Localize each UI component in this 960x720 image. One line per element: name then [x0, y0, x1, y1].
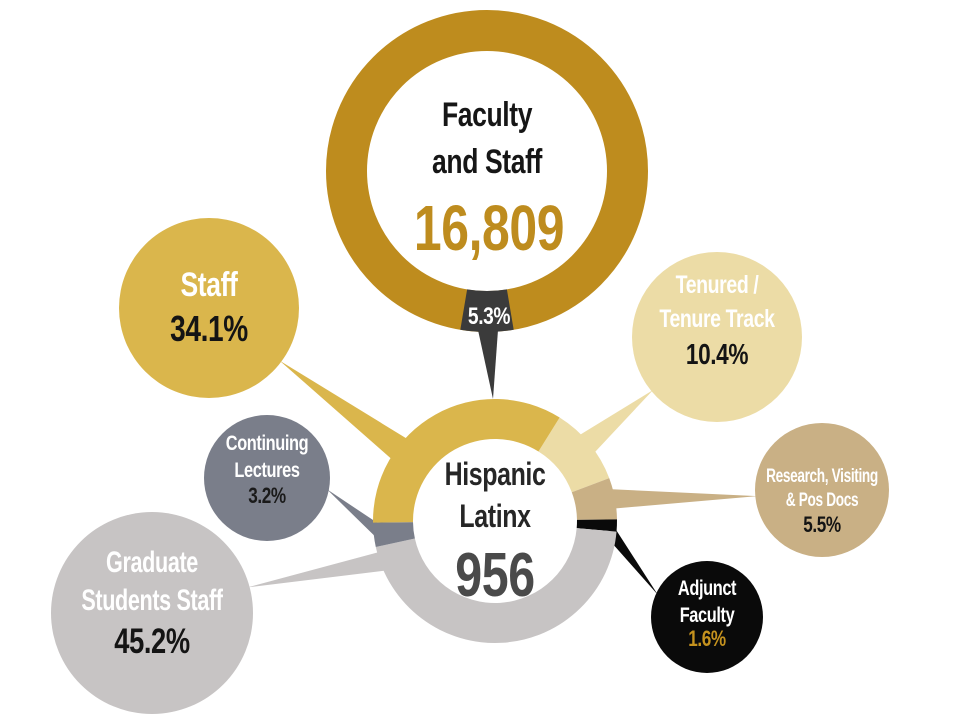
connector-beams [247, 360, 758, 595]
tenured-label-line2: Tenure Track [659, 305, 775, 333]
staff-label-line1: Staff [181, 266, 239, 304]
staff-pct-label: 34.1% [170, 309, 248, 349]
continuing-label-line2: Lectures [234, 458, 299, 481]
bubble-graduate [51, 512, 253, 714]
continuing-label-line1: Continuing [226, 431, 309, 454]
connector-research [606, 489, 758, 509]
connector-continuing [326, 489, 381, 543]
connector-graduate [247, 551, 390, 588]
connector-adjunct [609, 522, 658, 595]
outer-total-value: 16,809 [414, 193, 564, 264]
highlight-pct-label: 5.3% [468, 302, 510, 330]
bubble-staff [119, 218, 299, 398]
research-label-line1: Research, Visiting [766, 465, 878, 487]
donut-segment-adjunct [576, 519, 617, 532]
donut-segment-continuing [373, 522, 415, 547]
connector-staff [279, 360, 411, 463]
donut-segment-tenured [538, 417, 610, 493]
outer-label-line2: and Staff [432, 143, 543, 181]
inner-label-line2: Latinx [459, 499, 531, 535]
donut-segment-research [571, 478, 617, 520]
connector-tenured [575, 389, 654, 457]
donut-segment-staff [373, 399, 560, 523]
adjunct-pct-label: 1.6% [688, 627, 726, 652]
research-label-line2: & Pos Docs [786, 489, 859, 511]
adjunct-label-line1: Adjunct [678, 576, 737, 599]
bubble-tenured [632, 252, 802, 422]
research-pct-label: 5.5% [803, 513, 841, 538]
highlight-pointer-tail [478, 330, 498, 399]
tenured-label-line1: Tenured / [676, 271, 759, 299]
bubble-research [755, 423, 889, 557]
tenured-pct-label: 10.4% [686, 337, 748, 370]
bubble-adjunct [651, 561, 763, 673]
continuing-pct-label: 3.2% [248, 484, 286, 509]
inner-donut [373, 399, 617, 643]
graduate-label-line2: Students Staff [81, 582, 223, 616]
bubble-continuing [204, 415, 330, 541]
graduate-pct-label: 45.2% [114, 622, 190, 661]
donut-segment-graduate [375, 528, 617, 643]
highlight-wedge-group [460, 289, 514, 399]
inner-total-value: 956 [455, 540, 534, 609]
inner-label-line1: Hispanic [445, 457, 546, 493]
adjunct-label-line2: Faculty [680, 603, 735, 626]
graduate-label-line1: Graduate [106, 544, 198, 578]
outer-label-line1: Faculty [442, 96, 533, 134]
highlight-wedge [460, 289, 514, 333]
